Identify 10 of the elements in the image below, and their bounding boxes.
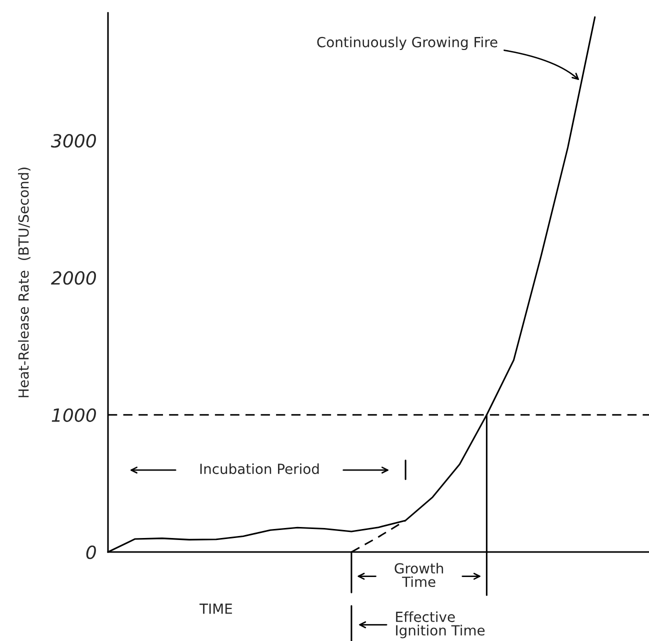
x-axis-title: TIME xyxy=(199,604,232,614)
text: Growth Time xyxy=(394,562,444,588)
y-tick-label: 0 xyxy=(86,545,96,560)
annotation: Continuously Growing Fire xyxy=(317,36,498,50)
y-tick-label: 2000 xyxy=(51,271,96,285)
annotation: Incubation Period xyxy=(200,463,319,474)
y-axis-title: Heat-Release Rate (BTU/Second) xyxy=(18,168,30,398)
text: Effective Ignition Time xyxy=(396,611,485,638)
y-tick-label: 3000 xyxy=(50,134,96,148)
y-tick-label: 1000 xyxy=(52,408,96,422)
